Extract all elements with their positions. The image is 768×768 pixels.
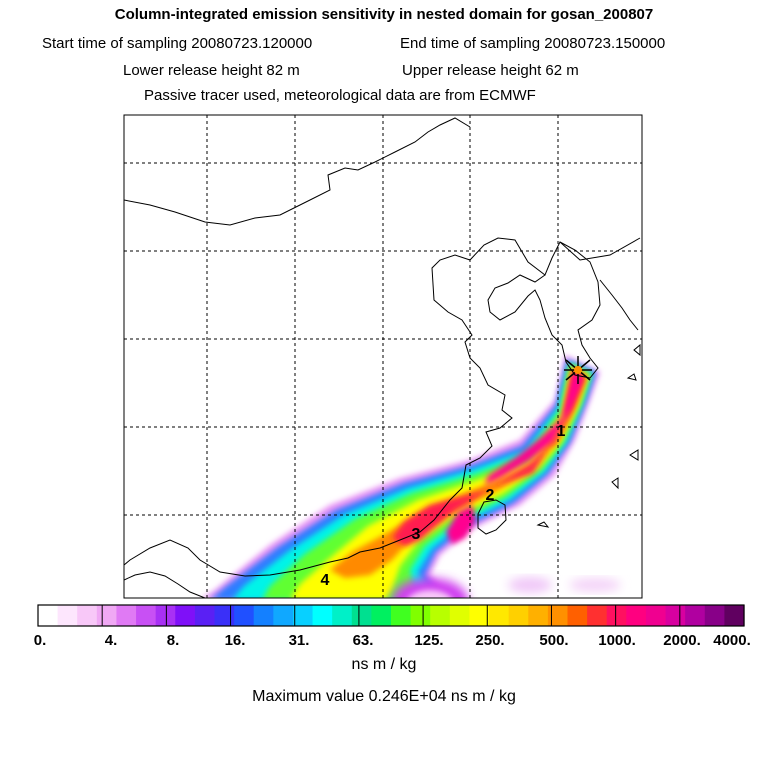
day-marker-1: 1	[557, 423, 566, 440]
colorbar-tick: 4000.	[713, 632, 751, 649]
colorbar-tick: 1000.	[598, 632, 636, 649]
colorbar-swatch	[77, 605, 98, 626]
day-marker-2: 2	[486, 487, 495, 504]
colorbar-swatch	[175, 605, 196, 626]
map-grid	[124, 115, 642, 598]
colorbar-swatch	[704, 605, 725, 626]
colorbar-swatch	[234, 605, 255, 626]
colorbar-swatch	[469, 605, 490, 626]
day-marker-3: 3	[412, 526, 421, 543]
colorbar-swatch	[665, 605, 686, 626]
tracer-note: Passive tracer used, meteorological data…	[144, 87, 536, 104]
coastline-islands-5	[633, 343, 641, 357]
coastline-islands-2	[629, 449, 639, 461]
plume-level-cyan	[233, 362, 593, 598]
colorbar-tick: 250.	[475, 632, 505, 649]
colorbar-tick: 63.	[352, 632, 374, 649]
colorbar-swatch	[606, 605, 627, 626]
colorbar-tick: 31.	[288, 632, 310, 649]
colorbar-swatch	[116, 605, 137, 626]
maximum-value-text: Maximum value 0.246E+04 ns m / kg	[252, 688, 516, 705]
colorbar-swatch	[430, 605, 451, 626]
colorbar-swatch	[508, 605, 529, 626]
coastline-islands-3	[611, 477, 619, 490]
plume-level-magenta	[485, 372, 583, 485]
end-time-label: End time of sampling 20080723.150000	[400, 35, 666, 52]
plume-level-yellow	[291, 366, 589, 598]
colorbar-units: ns m / kg	[351, 656, 417, 673]
coastline-korea	[487, 241, 601, 379]
coastlines	[124, 117, 641, 598]
colorbar-swatch	[449, 605, 471, 626]
plume-patch-east	[508, 577, 552, 593]
colorbar-tick: 16.	[224, 632, 246, 649]
receptor-star-icon	[564, 356, 592, 384]
coastline-mongolia-border	[124, 117, 471, 226]
colorbar-swatch	[194, 605, 216, 626]
plume-level-red	[392, 370, 585, 546]
colorbar-tick: 500.	[539, 632, 569, 649]
chart-title: Column-integrated emission sensitivity i…	[114, 6, 654, 23]
colorbar-swatch	[724, 605, 745, 626]
coastline-korea-north	[599, 279, 639, 331]
colorbar-swatch	[587, 605, 608, 626]
plume-level-green	[263, 364, 591, 598]
coastline-islands-4	[536, 521, 550, 528]
start-time-label: Start time of sampling 20080723.120000	[42, 35, 313, 52]
upper-release-label: Upper release height 62 m	[402, 62, 579, 79]
day-marker-4: 4	[321, 572, 330, 589]
map-frame	[123, 114, 643, 599]
colorbar-swatch	[371, 605, 392, 626]
lower-release-label: Lower release height 82 m	[123, 62, 300, 79]
colorbar-swatch	[351, 605, 372, 626]
colorbar-swatch	[155, 605, 176, 626]
coastline-islands-1	[626, 373, 637, 381]
plume-patch-south	[392, 578, 468, 598]
colorbar-tick: 0.	[33, 632, 47, 649]
coastline-mainland	[124, 237, 641, 577]
colorbar-swatch	[38, 605, 59, 626]
colorbar-swatch	[547, 605, 569, 626]
colorbar-tick: 8.	[166, 632, 180, 649]
colorbar-tick: 4.	[104, 632, 118, 649]
colorbar-swatch	[567, 605, 588, 626]
colorbar-swatch	[136, 605, 157, 626]
colorbar-swatch	[626, 605, 647, 626]
colorbar-swatch	[273, 605, 294, 626]
coastline-taiwan	[477, 499, 507, 535]
colorbar-swatch	[312, 605, 333, 626]
colorbar-frame	[37, 604, 745, 627]
colorbar-swatch	[253, 605, 274, 626]
colorbar-swatch	[214, 605, 235, 626]
plume-patch-south-inner	[408, 590, 452, 598]
colorbar-tick: 125.	[414, 632, 444, 649]
day-markers: 1 2 3 4	[321, 423, 566, 589]
plume-field	[124, 115, 642, 598]
plume-patch-east-2	[569, 578, 621, 592]
colorbar-swatch	[528, 605, 549, 626]
colorbar-tick: 2000.	[663, 632, 701, 649]
colorbar-swatch	[685, 605, 706, 626]
colorbar-swatch	[410, 605, 431, 626]
colorbar-swatch	[645, 605, 667, 626]
coastline-hainan-area	[124, 571, 206, 598]
colorbar	[38, 605, 745, 626]
colorbar-swatch	[292, 605, 314, 626]
colorbar-swatch	[489, 605, 510, 626]
colorbar-swatch	[57, 605, 78, 626]
colorbar-swatch	[332, 605, 353, 626]
colorbar-swatch	[391, 605, 412, 626]
plume-level-orange	[330, 368, 587, 578]
colorbar-swatch	[96, 605, 118, 626]
